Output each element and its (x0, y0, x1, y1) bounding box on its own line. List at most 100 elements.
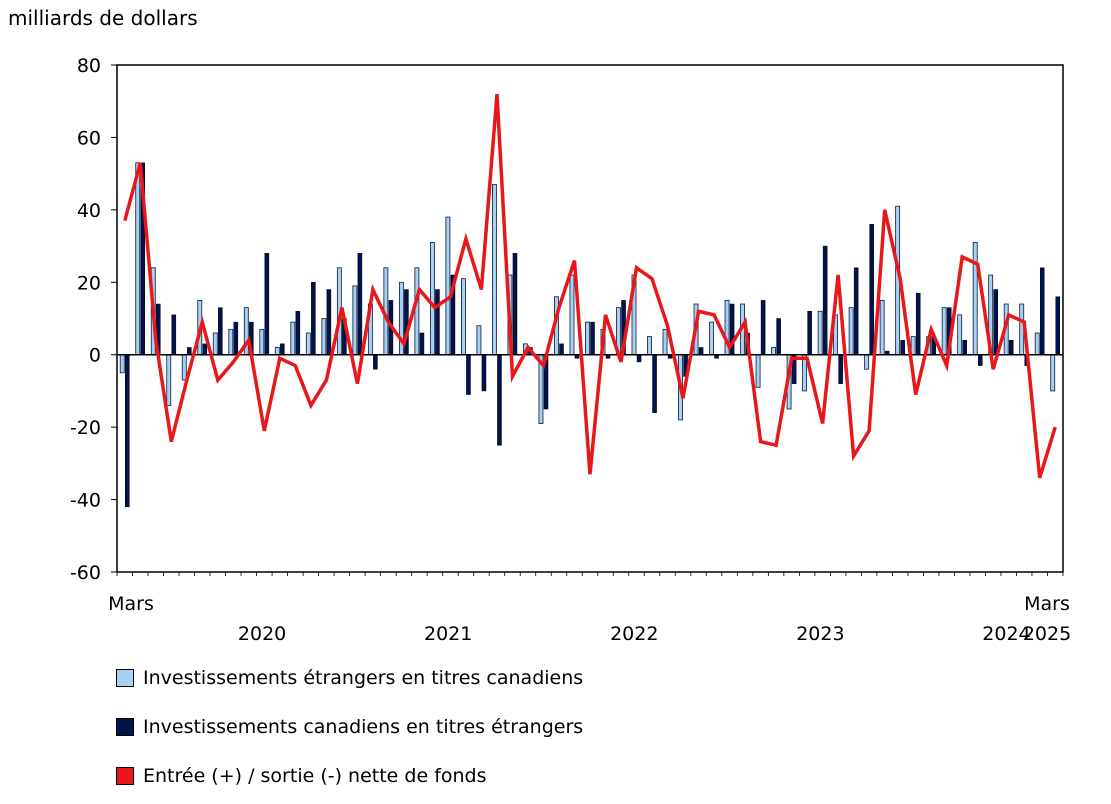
bar-canadian (419, 332, 425, 355)
bar-foreign (181, 354, 187, 381)
legend-label-foreign: Investissements étrangers en titres cana… (143, 667, 584, 689)
bar-canadian (326, 289, 332, 355)
bar-canadian (698, 347, 704, 355)
bar-canadian (311, 282, 316, 355)
bar-foreign (709, 321, 714, 356)
y-axis-title: milliards de dollars (8, 6, 198, 30)
bar-canadian (481, 354, 487, 392)
x-start-label: Mars (108, 593, 154, 615)
bar-canadian (900, 339, 905, 355)
bar-foreign (228, 328, 234, 356)
bar-foreign (848, 307, 854, 356)
bar-foreign (662, 328, 668, 356)
bar-foreign (492, 184, 497, 356)
bar-foreign (771, 347, 776, 356)
bar-canadian (977, 354, 983, 366)
bar-foreign (647, 336, 652, 356)
bar-foreign (212, 332, 218, 356)
bar-foreign (305, 332, 311, 356)
bar-foreign (352, 285, 358, 356)
bar-foreign (119, 354, 125, 374)
y-tick-label: -20 (70, 417, 101, 439)
y-tick-label: 0 (89, 345, 101, 367)
y-tick-label: -60 (70, 562, 101, 584)
legend-item-foreign: Investissements étrangers en titres cana… (116, 667, 583, 689)
bar-foreign (972, 242, 978, 356)
bar-canadian (233, 321, 239, 355)
x-year-label: 2025 (1023, 623, 1071, 645)
bar-foreign (585, 321, 590, 356)
bar-foreign (941, 307, 947, 356)
x-year-label: 2024 (982, 623, 1030, 645)
bar-canadian (497, 354, 502, 446)
x-year-label: 2021 (424, 623, 472, 645)
bar-canadian (125, 354, 130, 508)
bar-foreign (290, 321, 296, 356)
bar-canadian (280, 343, 285, 355)
bar-canadian (776, 318, 781, 355)
y-tick-label: 40 (77, 200, 101, 222)
bar-foreign (135, 162, 141, 356)
bar-foreign (429, 242, 435, 356)
bar-canadian (373, 354, 378, 370)
y-tick-label: 80 (77, 55, 101, 77)
bar-foreign (569, 274, 575, 356)
bar-foreign (321, 318, 327, 356)
bar-canadian (466, 354, 471, 395)
bar-canadian (187, 347, 192, 355)
y-tick-label: -40 (70, 490, 101, 512)
bar-canadian (295, 311, 301, 355)
bar-canadian (869, 224, 874, 355)
bar-canadian (993, 289, 998, 355)
bar-canadian (1008, 339, 1014, 355)
legend-swatch-foreign (116, 669, 134, 687)
bar-canadian (264, 253, 270, 355)
x-end-label: Mars (1024, 593, 1070, 615)
plot-frame (116, 64, 1064, 573)
bar-canadian (853, 267, 859, 355)
bar-foreign (445, 216, 451, 356)
bar-canadian (512, 253, 518, 355)
x-year-label: 2022 (610, 623, 658, 645)
legend-label-canadian: Investissements canadiens en titres étra… (143, 716, 584, 738)
x-year-label: 2020 (238, 623, 286, 645)
chart: 80 60 40 20 0 -20 -40 -60 Mars Mars 2020 2021 2022 20… (70, 55, 1071, 645)
x-year-label: 2023 (796, 623, 844, 645)
bar-canadian (652, 354, 657, 413)
bar-foreign (957, 314, 963, 356)
bar-foreign (259, 328, 265, 356)
legend-item-net: Entrée (+) / sortie (-) nette de fonds (116, 765, 487, 787)
bar-canadian (760, 300, 766, 355)
legend-swatch-net (116, 767, 134, 785)
bar-canadian (357, 253, 363, 355)
bar-foreign (864, 354, 870, 370)
legend-label-net: Entrée (+) / sortie (-) nette de fonds (143, 765, 487, 787)
bar-canadian (807, 311, 812, 355)
bar-canadian (822, 245, 828, 355)
bar-canadian (915, 292, 921, 355)
bar-canadian (1055, 296, 1061, 355)
bar-canadian (559, 343, 564, 355)
bar-canadian (838, 354, 843, 384)
bar-foreign (1034, 332, 1040, 356)
bar-foreign (879, 299, 885, 356)
legend-item-canadian: Investissements canadiens en titres étra… (116, 716, 583, 738)
bar-canadian (435, 289, 440, 355)
bar-canadian (218, 307, 223, 355)
bar-foreign (414, 267, 420, 356)
bar-canadian (636, 354, 642, 363)
bar-canadian (202, 343, 208, 355)
bar-foreign (166, 354, 172, 406)
bar-canadian (171, 314, 177, 355)
line-net-flow (123, 93, 1057, 479)
bar-foreign (817, 310, 823, 356)
bar-foreign (274, 347, 280, 356)
y-tick-label: 60 (77, 127, 101, 149)
bar-foreign (755, 354, 761, 388)
bar-canadian (962, 339, 967, 355)
bar-canadian (590, 321, 595, 355)
legend-swatch-canadian (116, 718, 134, 736)
bar-canadian (1039, 267, 1045, 355)
bar-foreign (461, 278, 466, 356)
y-tick-label: 20 (77, 272, 101, 294)
